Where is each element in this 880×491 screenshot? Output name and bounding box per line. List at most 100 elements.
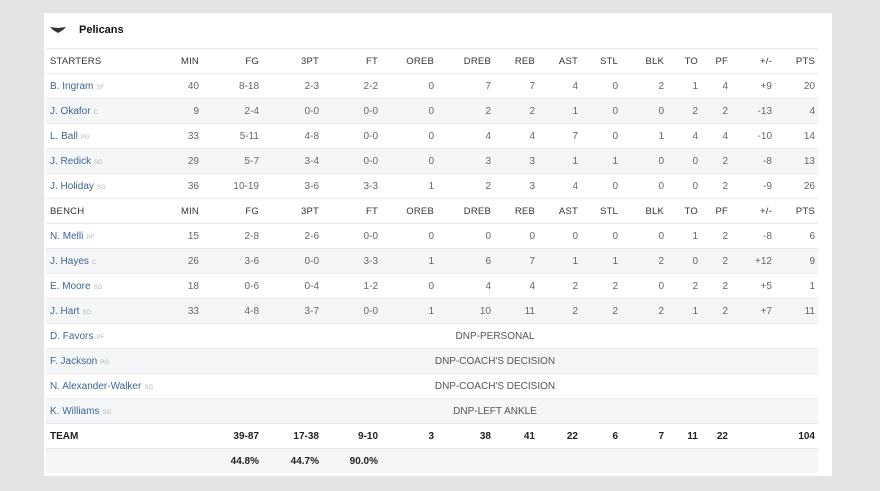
stat-ast: 7 xyxy=(538,123,581,149)
bench-label: BENCH xyxy=(46,198,172,224)
player-cell: J. Redick SG xyxy=(46,148,172,174)
column-header-ast[interactable]: AST xyxy=(538,198,581,224)
stat-3pt: 0-0 xyxy=(262,98,322,124)
player-name-link[interactable]: N. Alexander-Walker xyxy=(50,380,142,392)
column-header-3pt[interactable]: 3PT xyxy=(262,198,322,224)
column-header-stl[interactable]: STL xyxy=(581,198,621,224)
player-row: J. Holiday SG 36 10-19 3-6 3-3 1 2 3 4 0 0 0 2 -9 26 xyxy=(46,173,818,199)
stat-pf: 2 xyxy=(701,298,731,324)
pct-min xyxy=(172,448,202,473)
player-name-link[interactable]: J. Holiday xyxy=(50,180,94,192)
starters-label: STARTERS xyxy=(46,48,172,74)
stat-fg: 5-7 xyxy=(202,148,262,174)
pct-- xyxy=(731,448,775,473)
stat--: -13 xyxy=(731,98,775,124)
stat-stl: 0 xyxy=(581,123,621,149)
stat-ft: 0-0 xyxy=(322,123,381,149)
stat-fg: 2-4 xyxy=(202,98,262,124)
stat--: +12 xyxy=(731,248,775,274)
empty-cell xyxy=(46,448,172,473)
stat-blk: 0 xyxy=(621,98,667,124)
player-cell: J. Hayes C xyxy=(46,248,172,274)
stat-pts: 20 xyxy=(775,73,818,99)
column-header-blk[interactable]: BLK xyxy=(621,198,667,224)
column-header-dreb[interactable]: DREB xyxy=(437,198,494,224)
total-to: 11 xyxy=(667,423,701,449)
column-header-oreb[interactable]: OREB xyxy=(381,198,437,224)
column-header-blk[interactable]: BLK xyxy=(621,48,667,74)
column-header-to[interactable]: TO xyxy=(667,48,701,74)
stat-3pt: 0-4 xyxy=(262,273,322,299)
column-header-ft[interactable]: FT xyxy=(322,198,381,224)
stat-pf: 2 xyxy=(701,173,731,199)
stat--: -9 xyxy=(731,173,775,199)
column-header-stl[interactable]: STL xyxy=(581,48,621,74)
stat-stl: 0 xyxy=(581,73,621,99)
column-header-pf[interactable]: PF xyxy=(701,48,731,74)
column-header-min[interactable]: MIN xyxy=(172,198,202,224)
stat-to: 2 xyxy=(667,98,701,124)
stat-ft: 2-2 xyxy=(322,73,381,99)
stat-blk: 0 xyxy=(621,223,667,249)
player-name-link[interactable]: D. Favors xyxy=(50,330,94,342)
player-position: PF xyxy=(86,234,95,241)
total-stl: 6 xyxy=(581,423,621,449)
stat--: -8 xyxy=(731,148,775,174)
player-name-link[interactable]: E. Moore xyxy=(50,280,91,292)
stat-oreb: 0 xyxy=(381,73,437,99)
stat-ft: 0-0 xyxy=(322,98,381,124)
stat--: -8 xyxy=(731,223,775,249)
player-name-link[interactable]: B. Ingram xyxy=(50,80,94,92)
total-blk: 7 xyxy=(621,423,667,449)
column-header-pts[interactable]: PTS xyxy=(775,198,818,224)
stat-pts: 13 xyxy=(775,148,818,174)
stat-reb: 3 xyxy=(494,173,538,199)
stat-dreb: 4 xyxy=(437,273,494,299)
pct-pf xyxy=(701,448,731,473)
stat-reb: 11 xyxy=(494,298,538,324)
stat-min: 29 xyxy=(172,148,202,174)
pct-blk xyxy=(621,448,667,473)
stat-stl: 0 xyxy=(581,173,621,199)
player-name-link[interactable]: J. Redick xyxy=(50,155,92,167)
column-header-reb[interactable]: REB xyxy=(494,198,538,224)
column-header--[interactable]: +/- xyxy=(731,198,775,224)
column-header--[interactable]: +/- xyxy=(731,48,775,74)
stat-blk: 0 xyxy=(621,148,667,174)
player-position: SG xyxy=(102,409,112,416)
stat-dreb: 4 xyxy=(437,123,494,149)
player-name-link[interactable]: N. Melli xyxy=(50,230,84,242)
column-header-pts[interactable]: PTS xyxy=(775,48,818,74)
column-header-oreb[interactable]: OREB xyxy=(381,48,437,74)
column-header-to[interactable]: TO xyxy=(667,198,701,224)
stat-stl: 0 xyxy=(581,98,621,124)
stat-pts: 1 xyxy=(775,273,818,299)
player-name-link[interactable]: J. Hayes xyxy=(50,255,89,267)
stat-3pt: 2-6 xyxy=(262,223,322,249)
column-header-reb[interactable]: REB xyxy=(494,48,538,74)
player-name-link[interactable]: J. Okafor xyxy=(50,105,91,117)
boxscore-table: STARTERS MIN FG 3PT FT OREB DREB REB AST STL BLK T… xyxy=(46,48,818,473)
stat-pf: 2 xyxy=(701,148,731,174)
column-header-3pt[interactable]: 3PT xyxy=(262,48,322,74)
player-position: C xyxy=(91,259,97,266)
player-name-link[interactable]: F. Jackson xyxy=(50,355,98,367)
total-- xyxy=(731,423,775,449)
stat-dreb: 0 xyxy=(437,223,494,249)
player-cell: K. Williams SG xyxy=(46,398,172,424)
player-name-link[interactable]: J. Hart xyxy=(50,305,80,317)
player-name-link[interactable]: L. Ball xyxy=(50,130,78,142)
column-header-fg[interactable]: FG xyxy=(202,198,262,224)
stat-dreb: 10 xyxy=(437,298,494,324)
column-header-fg[interactable]: FG xyxy=(202,48,262,74)
pct-3pt: 44.7% xyxy=(262,448,322,473)
stat-blk: 2 xyxy=(621,298,667,324)
stat-oreb: 0 xyxy=(381,148,437,174)
column-header-ast[interactable]: AST xyxy=(538,48,581,74)
column-header-pf[interactable]: PF xyxy=(701,198,731,224)
column-header-ft[interactable]: FT xyxy=(322,48,381,74)
column-header-min[interactable]: MIN xyxy=(172,48,202,74)
player-cell: L. Ball PG xyxy=(46,123,172,149)
player-name-link[interactable]: K. Williams xyxy=(50,405,100,417)
column-header-dreb[interactable]: DREB xyxy=(437,48,494,74)
